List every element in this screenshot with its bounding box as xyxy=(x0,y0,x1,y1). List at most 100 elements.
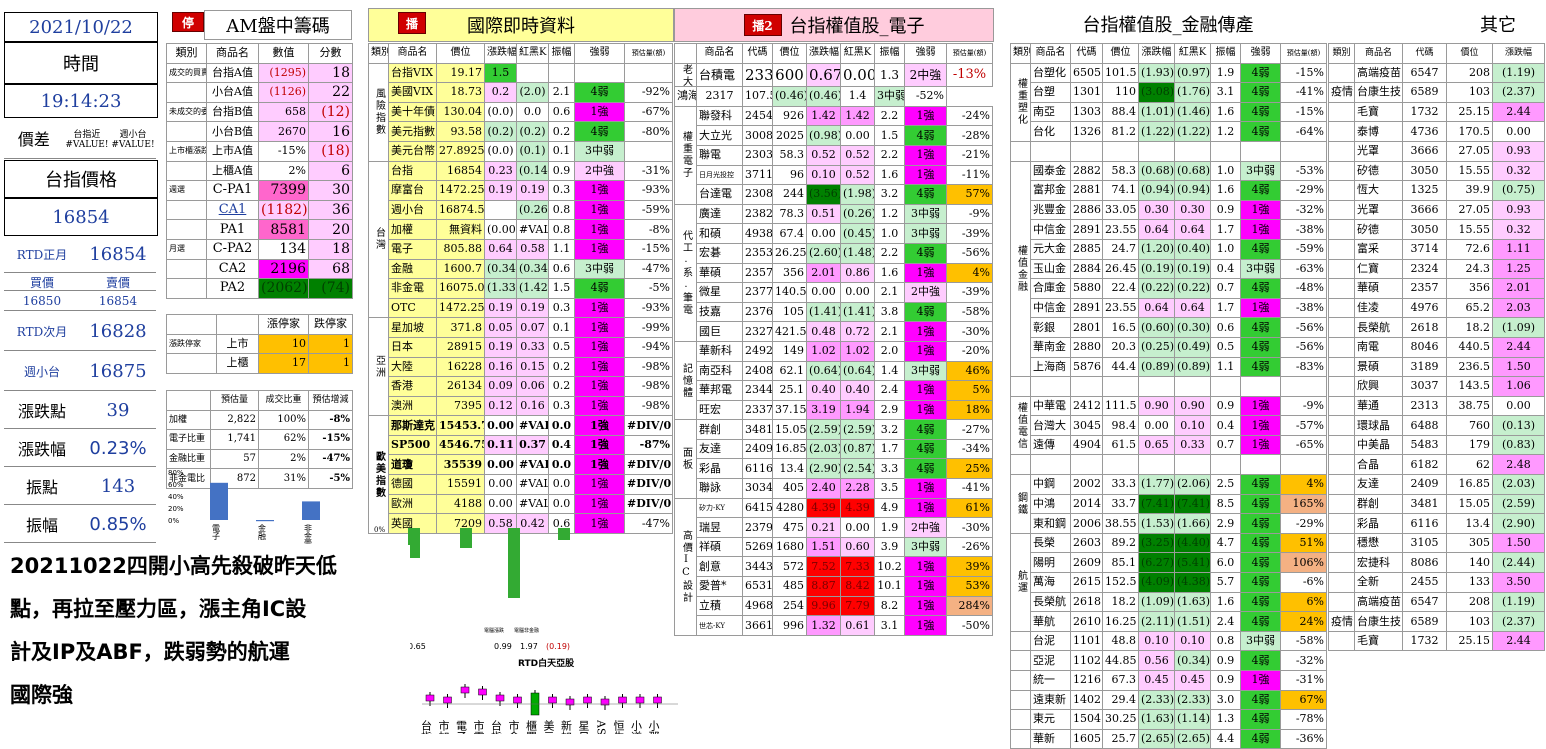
tech-amp: 1.6 xyxy=(874,164,905,186)
table-row: 華航 2610 16.25 (2.11) (1.51) 2.4 4弱 24% xyxy=(1011,611,1327,632)
am-cell: -15% xyxy=(258,140,309,162)
intl-amp: 0.2 xyxy=(548,376,575,397)
tech-price: 26.25 xyxy=(772,242,807,264)
tech-item-name: 愛普* xyxy=(696,576,743,597)
fin-kbar: (0.34) xyxy=(1174,650,1211,671)
table-row: 佳凌 4976 65.2 2.03 xyxy=(1328,297,1545,319)
other-price: 103 xyxy=(1446,82,1493,103)
intl-estimate: -98% xyxy=(624,376,673,397)
play-button-front[interactable]: 播 xyxy=(398,12,426,34)
other-price: 760 xyxy=(1446,415,1493,436)
intl-price: 93.58 xyxy=(436,121,485,142)
other-code: 6488 xyxy=(1402,415,1447,436)
fin-price: 24.7 xyxy=(1102,238,1139,260)
tech-cell: 1.3 xyxy=(874,62,905,88)
fin-chg: (1.09) xyxy=(1138,591,1175,613)
tech-estimate: -39% xyxy=(946,282,993,303)
fin-estimate: -57% xyxy=(1280,415,1327,436)
tech-item-name: 華邦電 xyxy=(696,380,743,401)
tech-price: 37.15 xyxy=(772,399,807,421)
intl-item-name: 美元台幣 xyxy=(388,140,437,162)
intl-bottom-label: 電腦漲跌 xyxy=(484,627,504,634)
fin-estimate: -38% xyxy=(1280,219,1327,240)
other-price: 170.5 xyxy=(1446,121,1493,142)
other-item-name: 恆大 xyxy=(1354,180,1403,201)
tech-strength: 3中弱 xyxy=(904,223,947,244)
fin-item-name: 中華電 xyxy=(1030,395,1071,417)
fin-chg: (4.09) xyxy=(1138,572,1175,593)
intl-strength: 1強 xyxy=(574,317,625,338)
fin-estimate: -31% xyxy=(1280,670,1327,691)
other-code: 5483 xyxy=(1402,434,1447,456)
fin-chg: 0.90 xyxy=(1138,395,1175,417)
fin-code: 2002 xyxy=(1070,474,1103,495)
fin-item-name: 台塑 xyxy=(1030,82,1071,103)
tech-chg: (3.56) xyxy=(806,184,841,205)
table-row: 光罩 3666 27.05 0.93 xyxy=(1328,199,1545,221)
table-row: 日本 28915 0.19 0.33 0.5 1強 -94% xyxy=(369,336,673,358)
intl-amp: 0.5 xyxy=(548,336,575,358)
play2-button[interactable]: 播2 xyxy=(743,14,782,36)
tech-strength: 4弱 xyxy=(904,438,947,460)
intl-chg: 0.19 xyxy=(484,336,517,358)
other-price: 140 xyxy=(1446,552,1493,574)
intl-kbar: 0.37 xyxy=(516,434,549,456)
rtd-candle xyxy=(583,696,592,704)
fin-strength xyxy=(1240,454,1281,476)
fin-amp: 1.2 xyxy=(1210,121,1241,142)
tech-price: 405 xyxy=(772,478,807,499)
other-price: 39.9 xyxy=(1446,180,1493,201)
tech-cell: 0.00 xyxy=(840,62,875,88)
intl-strength: 3中弱 xyxy=(574,140,625,162)
intl-price: 18.73 xyxy=(436,82,485,103)
other-chg: 2.03 xyxy=(1492,297,1545,319)
fin-group-label: 權重塑化 xyxy=(1010,62,1031,142)
fin-amp: 1.0 xyxy=(1210,238,1241,260)
tech-chg: (0.98) xyxy=(806,125,841,146)
other-item-name: 毛寶 xyxy=(1354,101,1403,123)
tech-estimate: -11% xyxy=(946,164,993,186)
intl-amp: 0.3 xyxy=(548,297,575,319)
fin-estimate xyxy=(1280,376,1327,397)
intl-price: 19.17 xyxy=(436,62,485,84)
commentary-line: 計及IP及ABF，跌弱勢的航運 xyxy=(10,640,290,664)
tech-chg: 4.39 xyxy=(806,497,841,519)
other-price: 133 xyxy=(1446,572,1493,593)
fin-amp: 0.4 xyxy=(1210,415,1241,436)
fin-amp: 1.7 xyxy=(1210,297,1241,319)
tech-group-label: 老大 xyxy=(674,62,697,88)
other-price: 65.2 xyxy=(1446,297,1493,319)
tech-chg: 1.02 xyxy=(806,340,841,362)
rtd-candle xyxy=(460,686,470,694)
other-chg: 2.48 xyxy=(1492,454,1545,476)
tech-table: 商品名代碼價位漲跌幅紅黑K振幅強弱預估量(額)老大台積電23306000.670… xyxy=(674,43,993,636)
other-header: 類別 xyxy=(1328,43,1355,64)
table-row: 上櫃A值 2% 6 xyxy=(166,160,353,182)
fin-kbar: (1.66) xyxy=(1174,513,1211,534)
table-row: 記憶體 華新科 2492 149 1.02 1.02 2.0 1強 -20% xyxy=(674,340,993,421)
table-row: 立積 4968 254 9.96 7.79 8.2 1強 284% xyxy=(675,595,993,617)
intl-chg: 0.00 xyxy=(484,415,517,436)
limit-header-down: 跌停家 xyxy=(308,314,353,335)
fin-estimate: -32% xyxy=(1280,199,1327,221)
fin-item-name: 南亞 xyxy=(1030,101,1071,123)
tech-estimate: -58% xyxy=(946,301,993,323)
fin-kbar: (2.65) xyxy=(1174,728,1211,749)
intl-estimate: #DIV/0! xyxy=(624,415,673,436)
tech-price: 107.5 xyxy=(742,86,773,107)
rtd-chart-label: 小道 xyxy=(630,720,643,734)
tech-code: 2353 xyxy=(742,242,773,264)
fin-table: 類別商品名代碼價位漲跌幅紅黑K振幅強弱預估量(額)權重塑化台塑化6505101.… xyxy=(1010,43,1327,749)
fin-price: 23.55 xyxy=(1102,297,1139,319)
am-cell: (2062) xyxy=(258,278,309,299)
fin-strength: 4弱 xyxy=(1240,552,1281,574)
tech-header: 強弱 xyxy=(904,43,947,64)
tech-kbar: 0.40 xyxy=(840,380,875,401)
fin-kbar: (0.89) xyxy=(1174,356,1211,378)
intl-kbar: #VALUE! xyxy=(516,415,549,436)
intl-chg: 0.12 xyxy=(484,395,517,417)
intl-item-name: 電子 xyxy=(388,238,437,260)
intl-item-name: SP500 xyxy=(388,434,437,456)
intl-estimate xyxy=(624,140,673,162)
stop-button[interactable]: 停 xyxy=(172,12,204,32)
